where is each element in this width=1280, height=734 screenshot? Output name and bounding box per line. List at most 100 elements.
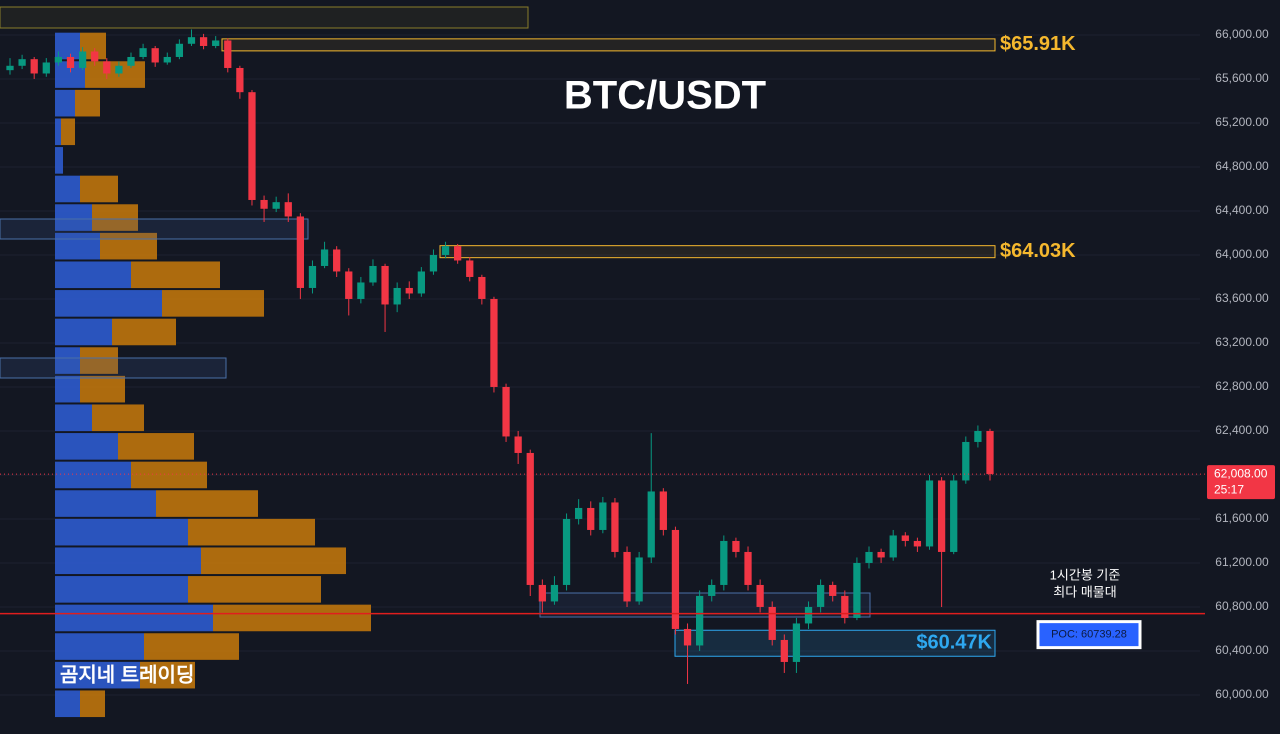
candle-body — [139, 48, 147, 57]
volume-profile — [55, 32, 371, 718]
profile-bar — [188, 576, 321, 603]
y-tick-label: 61,600.00 — [1215, 511, 1269, 525]
candle-body — [127, 56, 135, 66]
profile-bar — [55, 547, 201, 575]
candle-body — [683, 628, 692, 646]
candle-body — [502, 386, 510, 437]
profile-bar — [80, 175, 118, 203]
profile-bar — [162, 290, 264, 317]
zone-box — [674, 629, 996, 657]
profile-bar — [213, 604, 371, 632]
candle-body — [466, 260, 474, 277]
y-tick-label: 64,400.00 — [1215, 203, 1269, 217]
candle-body — [986, 430, 994, 475]
candle-body — [744, 551, 752, 585]
candle-body — [611, 502, 619, 552]
candle-body — [260, 199, 268, 209]
profile-bar — [55, 404, 92, 432]
candle-body — [562, 518, 571, 585]
overlay: POC: 60739.28 62,008.00 25:17 — [0, 465, 1275, 650]
y-tick-label: 64,800.00 — [1215, 159, 1269, 173]
y-tick-label: 66,000.00 — [1215, 27, 1269, 41]
candle-body — [720, 540, 728, 585]
candle-body — [308, 265, 317, 288]
candle-body — [429, 254, 438, 272]
profile-bar — [61, 118, 75, 146]
candle-body — [163, 56, 171, 63]
candle-body — [212, 40, 220, 46]
candle-body — [333, 249, 341, 272]
profile-bar — [55, 375, 80, 403]
profile-bar — [80, 690, 105, 718]
profile-bar — [55, 461, 131, 489]
countdown: 25:17 — [1214, 482, 1244, 496]
candle-body — [478, 276, 486, 299]
profile-bar — [201, 547, 346, 575]
y-tick-label: 64,000.00 — [1215, 247, 1269, 261]
candle-body — [6, 65, 14, 71]
candle-body — [526, 452, 534, 585]
profile-bar — [80, 347, 118, 374]
zones: $65.91K $64.03K $60.47K — [221, 33, 1076, 657]
candle-body — [671, 529, 680, 629]
candle-body — [647, 491, 655, 558]
profile-bar — [55, 89, 75, 117]
profile-bar — [55, 433, 118, 460]
candle-body — [865, 551, 873, 563]
y-tick-label: 65,200.00 — [1215, 115, 1269, 129]
candle-body — [950, 480, 958, 552]
profile-bar — [80, 375, 125, 403]
y-tick-label: 62,800.00 — [1215, 379, 1269, 393]
profile-bar — [118, 433, 194, 460]
candle-body — [224, 40, 232, 68]
candle-body — [284, 202, 292, 217]
y-tick-label: 61,200.00 — [1215, 555, 1269, 569]
watermark: 곰지네 트레이딩 — [60, 663, 194, 686]
profile-bar — [55, 690, 80, 718]
candle-body — [78, 51, 87, 68]
candle-body — [187, 37, 196, 44]
candle-body — [768, 606, 776, 640]
candle-body — [42, 62, 50, 74]
candle-body — [550, 584, 559, 602]
profile-bar — [55, 633, 144, 660]
candle-body — [708, 584, 716, 596]
profile-bar — [144, 633, 239, 660]
candle-body — [732, 540, 740, 552]
candle-body — [937, 480, 946, 552]
candle-body — [780, 639, 788, 662]
y-tick-label: 63,200.00 — [1215, 335, 1269, 349]
candle-body — [599, 502, 607, 530]
candle-body — [405, 287, 413, 294]
zone-box — [0, 357, 227, 379]
profile-bar — [55, 518, 188, 546]
candle-body — [623, 551, 631, 602]
candle-body — [272, 202, 280, 209]
profile-bar — [55, 32, 80, 60]
candle-body — [853, 562, 861, 618]
candle-body — [575, 507, 583, 519]
y-tick-label: 60,000.00 — [1215, 687, 1269, 701]
candle-body — [792, 623, 801, 662]
candle-body — [345, 271, 353, 299]
zone-label: $60.47K — [916, 632, 992, 654]
candle-body — [381, 265, 389, 305]
profile-bar — [92, 404, 144, 432]
profile-bar — [75, 89, 100, 117]
last-price-tag — [1207, 465, 1275, 500]
poc-box — [1036, 620, 1142, 650]
candle-body — [357, 282, 365, 299]
profile-bar — [156, 490, 258, 517]
candle-body — [514, 436, 522, 453]
candle-body — [30, 59, 38, 74]
profile-bar — [55, 118, 61, 146]
y-tick-label: 60,400.00 — [1215, 643, 1269, 657]
candle-body — [756, 584, 764, 607]
profile-bar — [55, 347, 80, 374]
candle-body — [696, 595, 704, 646]
profile-bar — [140, 661, 195, 689]
candle-body — [66, 56, 75, 68]
candle-body — [115, 65, 123, 74]
zone-label: $64.03K — [1000, 240, 1076, 262]
zone-label: $65.91K — [1000, 33, 1076, 55]
